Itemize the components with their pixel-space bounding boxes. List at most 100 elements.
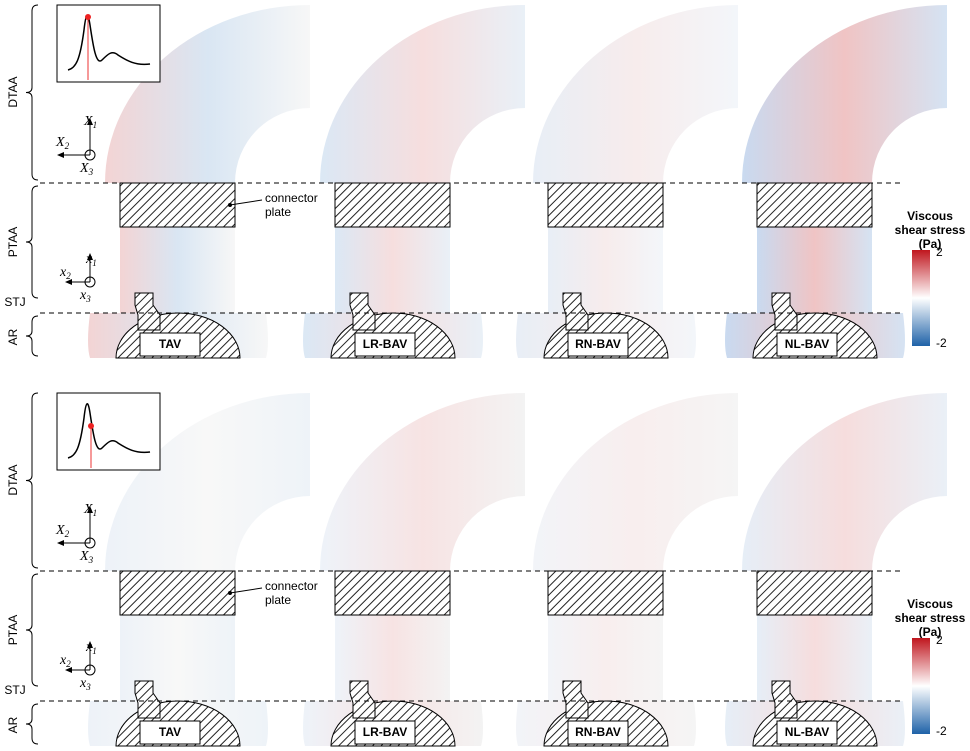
axis-letter: X — [55, 523, 65, 538]
colorbar-tick: 2 — [936, 245, 943, 259]
axis-sub: 1 — [93, 120, 98, 130]
axis-sub: 1 — [92, 646, 97, 656]
dtaa-field — [533, 393, 738, 571]
colorbar — [912, 250, 930, 346]
axis-label: X2 — [55, 523, 70, 539]
axis-out — [84, 276, 96, 288]
axis-letter: x — [59, 653, 67, 668]
dtaa-field — [320, 5, 525, 183]
region-label: STJ — [4, 295, 25, 309]
axis-label: x2 — [59, 653, 71, 669]
valve-post — [134, 680, 161, 719]
axis-label: x3 — [79, 288, 91, 304]
valve-label-box — [567, 332, 629, 357]
valve-label-box — [567, 720, 629, 745]
valve-label: NL-BAV — [785, 337, 829, 351]
connector-plate — [756, 182, 873, 228]
axis-label: x2 — [59, 265, 71, 281]
axis-label: X3 — [79, 161, 94, 177]
panel: TAV LR-BAV RN-BAV NL-BAVDTAAPTAASTJARX1X2X3… — [4, 4, 966, 359]
brace — [25, 315, 39, 357]
axis-letter: x — [85, 252, 93, 267]
colorbar-title: Viscous — [907, 209, 953, 223]
axis-sub: 3 — [88, 167, 94, 177]
connector-plate — [547, 182, 664, 228]
valve-label-box — [139, 720, 201, 745]
region-label: AR — [6, 328, 20, 345]
valve-post — [349, 292, 376, 331]
axis-label: x3 — [79, 676, 91, 692]
axis-letter: x — [79, 676, 87, 691]
dtaa-field — [742, 5, 947, 183]
axis-letter: X — [79, 161, 89, 176]
connector-plate — [547, 570, 664, 616]
colorbar-tick: 2 — [936, 633, 943, 647]
axis-out — [84, 537, 96, 549]
valve-label: LR-BAV — [363, 337, 407, 351]
region-label: PTAA — [6, 227, 20, 257]
axis-sub: 2 — [65, 529, 70, 539]
valve-label-box — [354, 720, 416, 745]
region-label: DTAA — [6, 76, 20, 107]
region-label: AR — [6, 716, 20, 733]
brace — [25, 703, 39, 745]
leader — [229, 199, 263, 206]
axis-letter: X — [55, 135, 65, 150]
valve-label-box — [354, 332, 416, 357]
valve-post — [771, 680, 798, 719]
axis-letter: x — [85, 640, 93, 655]
brace — [25, 4, 39, 181]
region-label: DTAA — [6, 464, 20, 495]
valve-label-box — [139, 332, 201, 357]
axis-label: X1 — [83, 114, 97, 130]
region-label: PTAA — [6, 615, 20, 645]
valve-label: RN-BAV — [575, 725, 621, 739]
valve-label-box — [776, 332, 838, 357]
axis-sub: 3 — [85, 294, 91, 304]
dtaa-field — [320, 393, 525, 571]
axis-sub: 1 — [92, 258, 97, 268]
leader-dot — [228, 591, 232, 595]
connector-plate — [756, 570, 873, 616]
axis-sub: 1 — [93, 508, 98, 518]
axis-label: X1 — [83, 502, 97, 518]
region-label: STJ — [4, 683, 25, 697]
connector-plate — [119, 570, 236, 616]
axis-sub: 2 — [65, 141, 70, 151]
axis-letter: x — [59, 265, 67, 280]
colorbar-title: (Pa) — [919, 237, 942, 251]
waveform — [67, 15, 151, 71]
time-dot — [88, 423, 94, 429]
colorbar-tick: -2 — [936, 724, 947, 738]
valve-label: RN-BAV — [575, 337, 621, 351]
axis-sub: 3 — [85, 682, 91, 692]
panel: TAV LR-BAV RN-BAV NL-BAVDTAAPTAASTJARX1X2X3… — [4, 392, 966, 747]
axis-letter: X — [83, 502, 93, 517]
axis-letter: X — [83, 114, 93, 129]
valve-post — [562, 292, 589, 331]
valve-label-box — [776, 720, 838, 745]
dtaa-field — [742, 393, 947, 571]
leader — [229, 587, 263, 594]
brace — [25, 392, 39, 569]
connector-plate — [334, 570, 451, 616]
colorbar-title: (Pa) — [919, 625, 942, 639]
axis-label: X3 — [79, 549, 94, 565]
axis-label: x1 — [85, 252, 97, 268]
leader-dot — [228, 203, 232, 207]
valve-label: TAV — [159, 725, 181, 739]
axis-sub: 2 — [66, 659, 71, 669]
dtaa-field — [533, 5, 738, 183]
inset-box — [56, 392, 161, 471]
colorbar-tick: -2 — [936, 336, 947, 350]
valve-post — [349, 680, 376, 719]
colorbar-title: shear stress — [895, 223, 966, 237]
connector-plate — [334, 182, 451, 228]
connector-label: connector — [265, 191, 318, 205]
axis-out — [84, 664, 96, 676]
connector-plate — [119, 182, 236, 228]
connector-label: plate — [265, 593, 291, 607]
valve-post — [134, 292, 161, 331]
colorbar — [912, 638, 930, 734]
